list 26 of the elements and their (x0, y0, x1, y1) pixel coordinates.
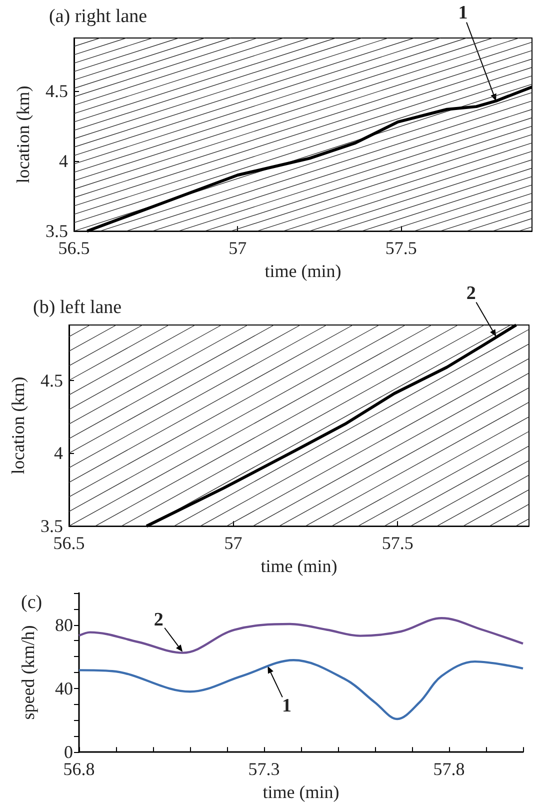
x-axis-title: time (min) (262, 782, 340, 802)
x-tick-label: 57.5 (382, 533, 414, 554)
x-axis-title: time (min) (264, 261, 342, 281)
y-tick-label: 80 (55, 614, 73, 635)
y-axis-title: location (km) (13, 86, 33, 184)
chart-title: (c) (21, 592, 42, 613)
line-series (78, 659, 524, 720)
y-axis-title: speed (km/h) (18, 625, 38, 720)
x-axis-title: time (min) (260, 556, 338, 576)
annotation: 1 (282, 696, 292, 717)
x-tick-label: 57 (224, 533, 242, 554)
chart-title: (a) right lane (49, 6, 148, 27)
annotation: 2 (466, 283, 476, 304)
x-tick-label: 57.5 (385, 238, 417, 258)
y-tick-label: 40 (55, 678, 73, 698)
annotation: 1 (458, 2, 468, 24)
y-tick-label: 4.5 (46, 81, 68, 102)
x-tick-label: 57.8 (433, 759, 465, 780)
chart-title: (b) left lane (33, 297, 122, 318)
annotation: 2 (154, 609, 164, 630)
y-axis-title: location (km) (8, 376, 28, 474)
y-tick-label: 4.5 (40, 370, 63, 390)
x-tick-label: 57 (228, 238, 247, 258)
y-tick-label: 4 (54, 443, 63, 464)
y-tick-label: 4 (59, 151, 68, 172)
x-tick-label: 57.3 (248, 759, 280, 780)
